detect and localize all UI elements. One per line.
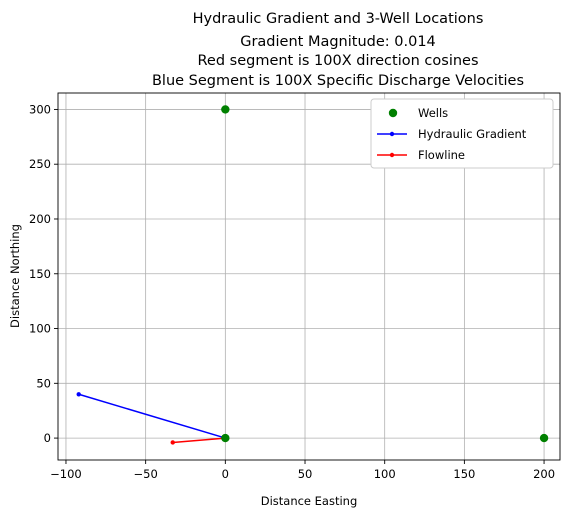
chart-title-line: Gradient Magnitude: 0.014 <box>240 34 436 50</box>
legend-entry-wells: Wells <box>388 106 448 120</box>
legend-marker-flowline <box>389 152 395 158</box>
y-tick-label: 300 <box>29 102 51 116</box>
hydraulic-gradient-line <box>78 393 226 439</box>
y-tick-label: 150 <box>29 267 51 281</box>
wells-marker <box>221 105 230 114</box>
y-tick-label: 100 <box>29 322 51 336</box>
chart-title-line: Hydraulic Gradient and 3-Well Locations <box>193 11 484 27</box>
wells-marker <box>221 433 230 443</box>
x-tick-label: 200 <box>533 467 555 481</box>
y-tick-label: 50 <box>36 376 51 390</box>
flowline-line <box>172 437 226 444</box>
x-tick-label: 0 <box>222 467 229 481</box>
legend-frame <box>370 98 554 169</box>
legend-label-hydraulic-gradient: Hydraulic Gradient <box>418 127 527 141</box>
x-tick-label: 50 <box>298 467 313 481</box>
chart-title-line: Blue Segment is 100X Specific Discharge … <box>152 73 524 89</box>
y-tick-label: 0 <box>44 431 51 445</box>
chart-title: Hydraulic Gradient and 3-Well Locations … <box>152 11 524 89</box>
y-tick-label: 200 <box>29 212 51 226</box>
legend-marker-wells <box>388 108 398 118</box>
chart-title-line: Red segment is 100X direction cosines <box>197 53 478 69</box>
x-tick-label: −50 <box>134 467 158 481</box>
legend: Wells Hydraulic Gradient Flowline <box>370 98 554 169</box>
legend-label-flowline: Flowline <box>418 148 465 162</box>
axis-ticks: −100 −50 0 50 100 150 200 0 50 100 150 200 250 300 <box>29 102 555 481</box>
flowline-point <box>170 440 175 445</box>
plot-frame <box>57 92 561 461</box>
legend-marker-hydraulic-gradient <box>389 131 395 137</box>
x-tick-label: 100 <box>374 467 396 481</box>
plot-series <box>76 105 549 445</box>
y-tick-label: 250 <box>29 157 51 171</box>
legend-entry-flowline: Flowline <box>377 148 465 162</box>
x-tick-label: 150 <box>453 467 475 481</box>
x-tick-label: −100 <box>50 467 82 481</box>
x-axis-label: Distance Easting <box>261 494 358 508</box>
legend-entry-hydraulic-gradient: Hydraulic Gradient <box>377 127 527 141</box>
hydraulic-gradient-point <box>76 392 81 397</box>
legend-label-wells: Wells <box>418 106 448 120</box>
wells-marker <box>539 433 549 443</box>
y-axis-label: Distance Northing <box>8 224 22 328</box>
